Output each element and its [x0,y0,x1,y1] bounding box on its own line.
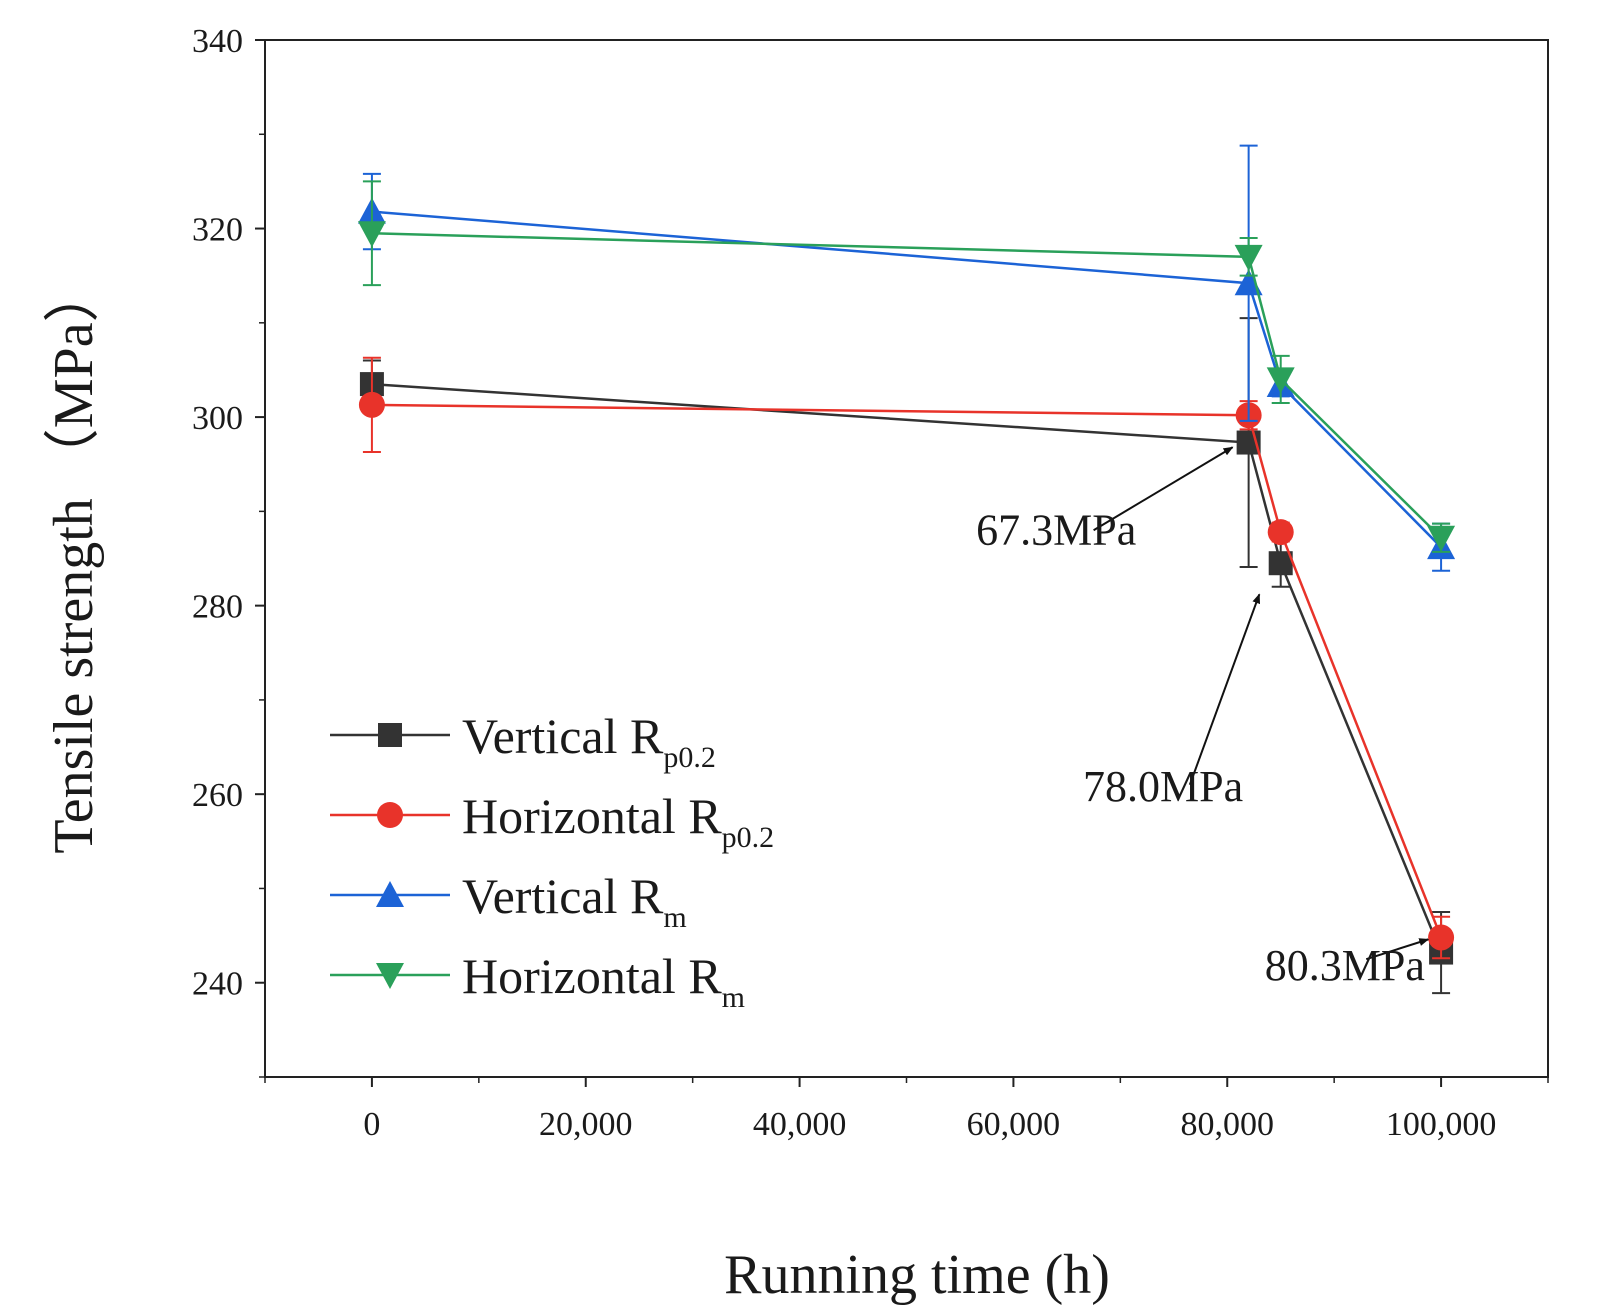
series-line [371,382,1443,954]
legend-label-subscript: p0.2 [722,821,775,854]
x-tick-label: 40,000 [753,1106,847,1143]
series-line [371,232,1442,539]
series-triangle-down [357,180,1456,553]
legend-label-main: Horizontal R [462,788,722,844]
x-tick-label: 0 [363,1106,380,1143]
data-point [1428,924,1455,951]
annotation-label: 80.3MPa [1265,941,1425,990]
legend-label: Horizontal Rm [462,948,745,1014]
y-axis-title: Tensile strength （MPa） [43,266,105,853]
x-tick-label: 20,000 [539,1106,633,1143]
legend-label-subscript: m [663,901,686,934]
legend-label: Vertical Rp0.2 [462,708,716,774]
y-tick-label: 300 [192,400,243,437]
x-tick-label: 80,000 [1181,1106,1275,1143]
y-tick-label: 320 [192,212,243,249]
x-tick-label: 60,000 [967,1106,1061,1143]
data-point [357,221,386,248]
annotation-arrow [1093,446,1234,532]
y-tick-label: 260 [192,777,243,814]
annotation-arrow [1365,938,1430,961]
legend-label-main: Horizontal R [462,948,722,1004]
legend-marker [378,723,402,747]
annotation-label: 67.3MPa [976,505,1136,554]
data-point [1234,269,1263,296]
annotation-label: 78.0MPa [1083,762,1243,811]
legend-entry: Horizontal Rm [330,948,745,1014]
legend-label: Horizontal Rp0.2 [462,788,774,854]
y-tick-label: 340 [192,23,243,60]
series-line [371,210,1442,549]
legend-entry: Horizontal Rp0.2 [330,788,774,854]
series-triangle-up [357,144,1456,572]
legend-marker [377,802,403,828]
x-tick-label: 100,000 [1386,1106,1497,1143]
legend-marker [376,881,404,907]
data-point [358,391,385,418]
legend-entry: Vertical Rm [330,868,687,934]
data-point [1266,367,1295,394]
series-line [371,403,1443,938]
legend-label-main: Vertical R [462,868,664,924]
data-point [1427,525,1456,552]
data-point [1267,519,1294,546]
legend-label-main: Vertical R [462,708,664,764]
legend-entry: Vertical Rp0.2 [330,708,716,774]
data-point [1234,244,1263,271]
x-axis-title: Running time (h) [724,1244,1110,1306]
plot-frame [264,39,1549,1078]
y-tick-label: 240 [192,966,243,1003]
legend-label-subscript: m [722,981,745,1014]
legend-label-subscript: p0.2 [663,741,716,774]
annotation-arrow [1188,593,1261,786]
legend-label: Vertical Rm [462,868,687,934]
legend-marker [376,963,404,989]
y-tick-label: 280 [192,589,243,626]
